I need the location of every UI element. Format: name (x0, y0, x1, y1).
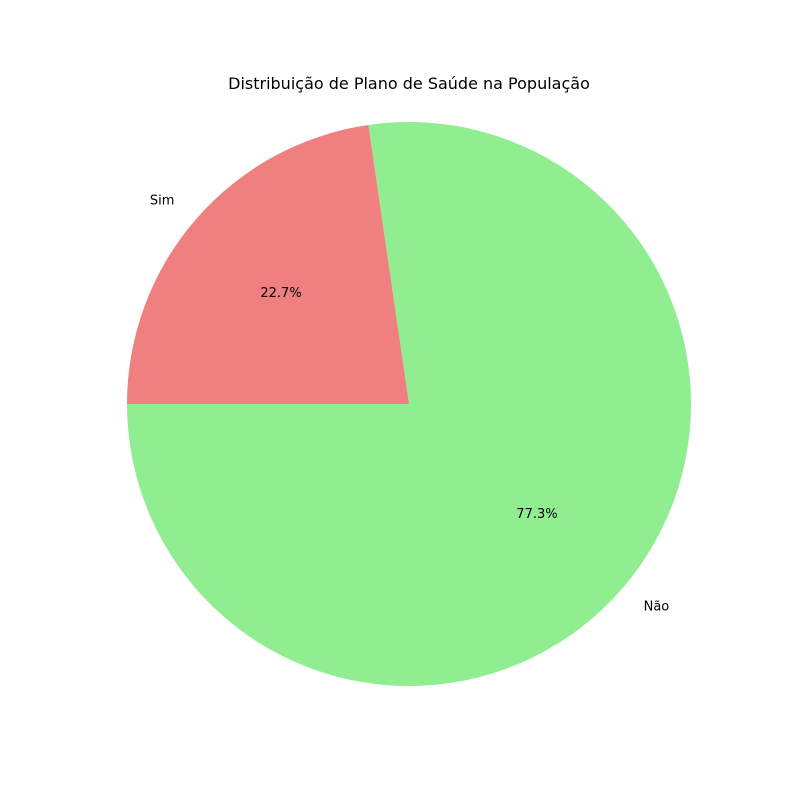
slice-percent-label-0: 77.3% (516, 507, 557, 522)
pie-slices (127, 122, 691, 687)
chart-title: Distribuição de Plano de Saúde na Popula… (228, 74, 590, 93)
slice-label-0: Não (644, 599, 670, 614)
slice-percent-label-1: 22.7% (260, 286, 301, 301)
pie-labels: Não 77.3% Sim 22.7% (150, 194, 669, 615)
pie-slice-1 (127, 124, 409, 404)
pie-slice-0 (127, 122, 691, 687)
slice-label-1: Sim (150, 194, 175, 209)
